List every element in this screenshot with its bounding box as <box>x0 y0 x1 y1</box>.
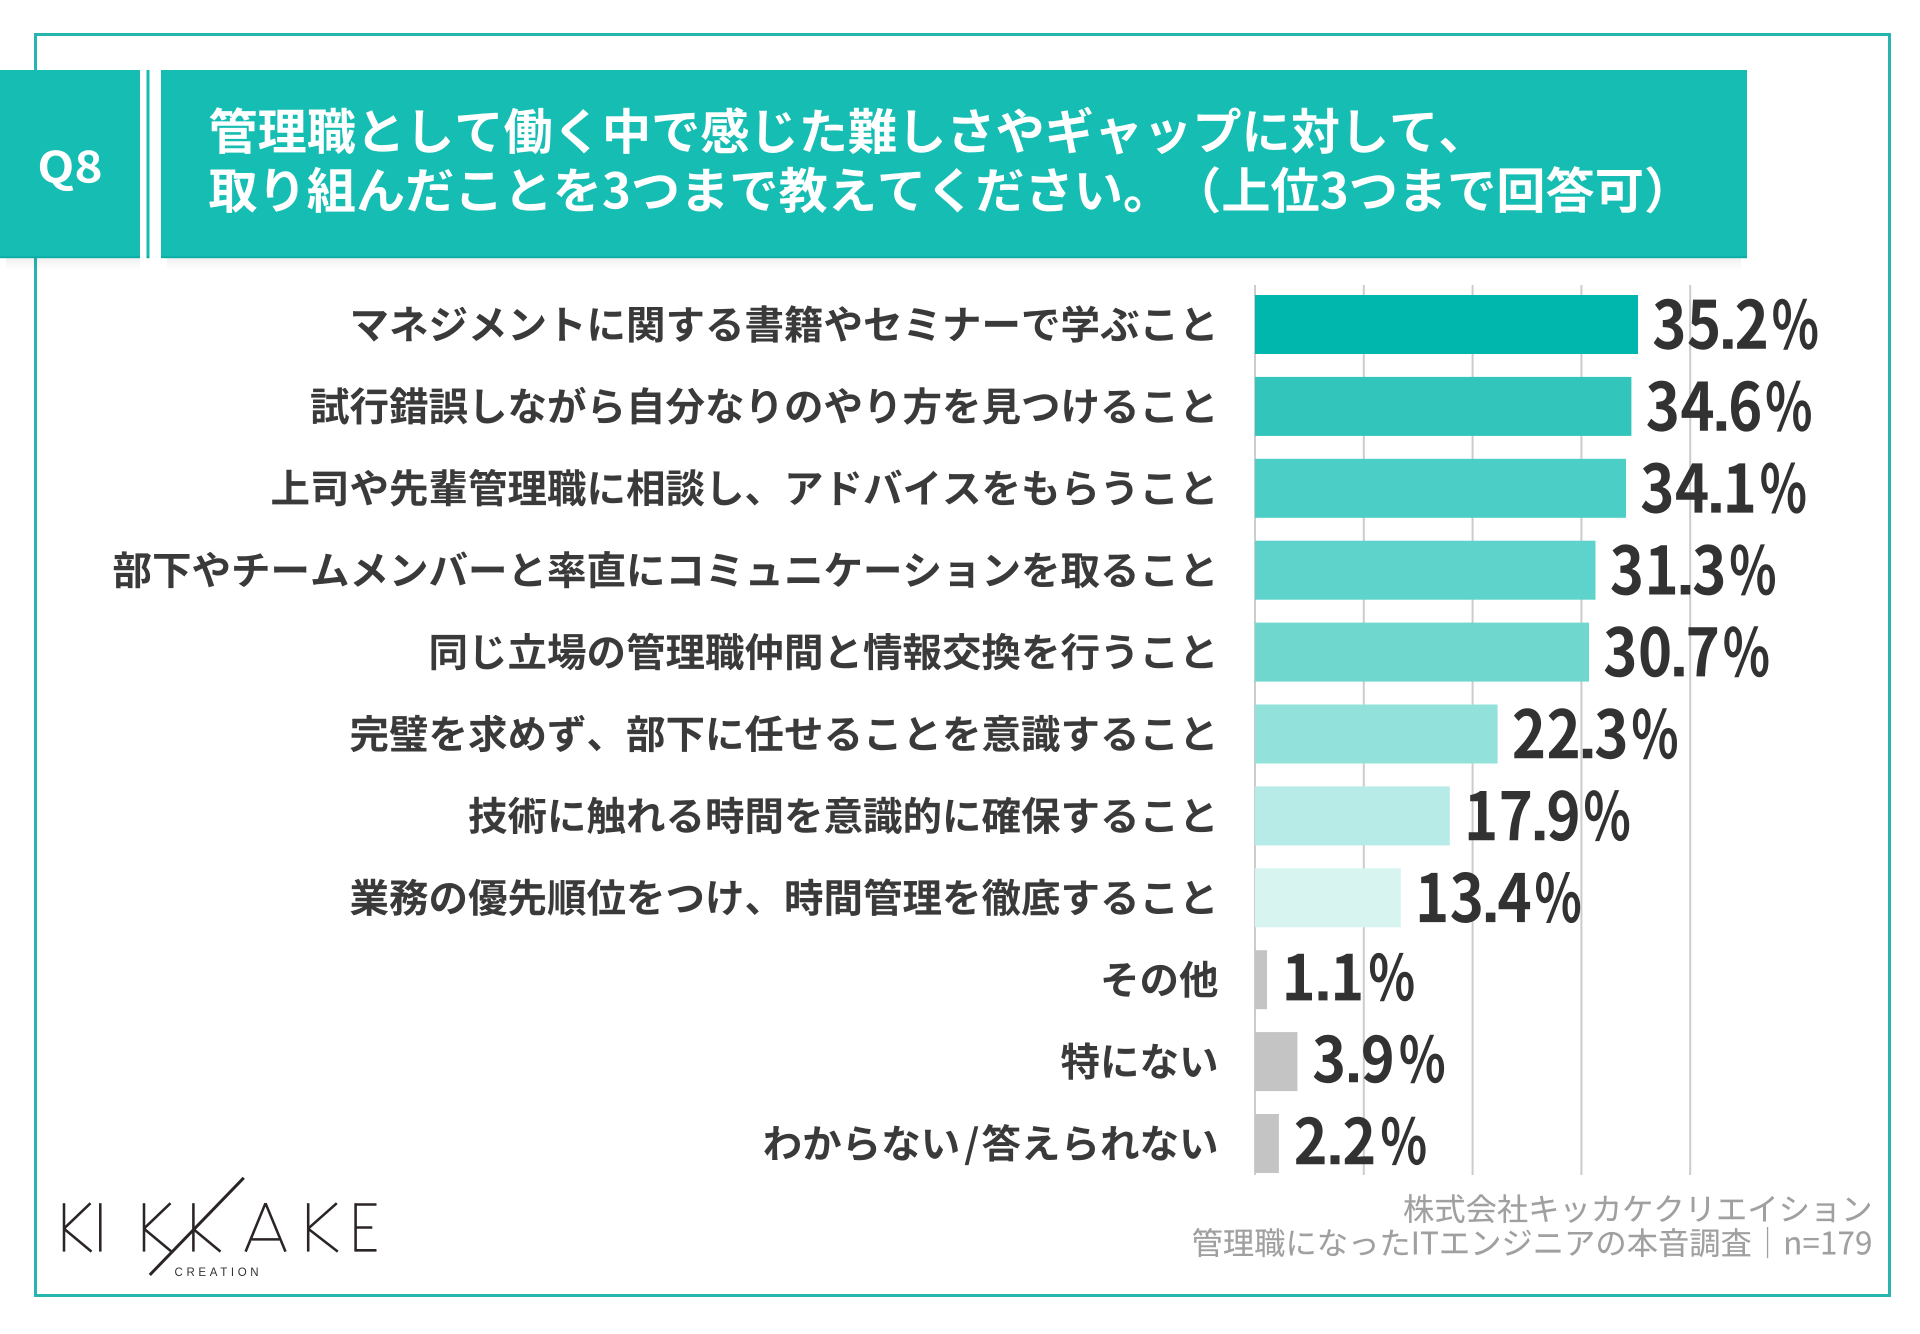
svg-text:CREATION: CREATION <box>175 1267 263 1279</box>
